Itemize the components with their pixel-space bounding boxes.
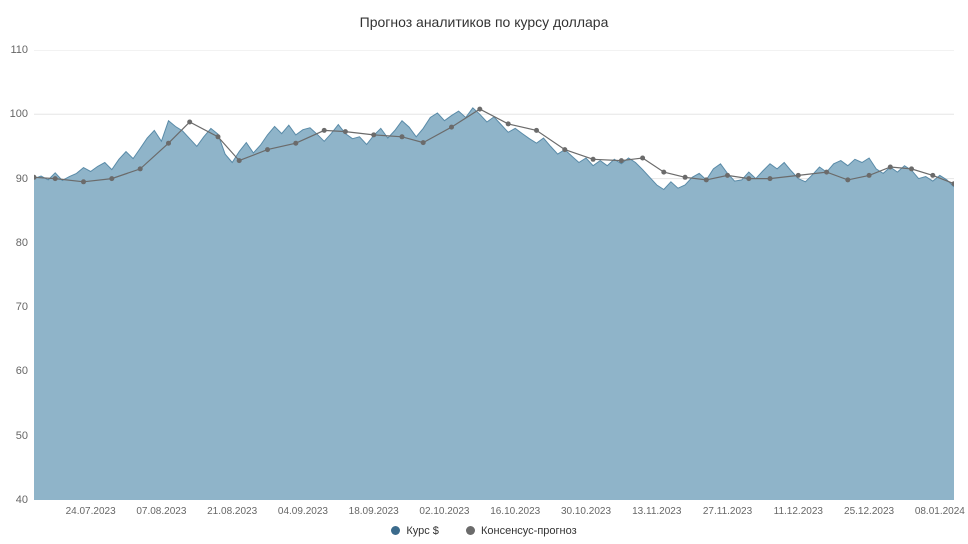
x-tick-label: 04.09.2023 [278, 506, 328, 517]
legend-label-line: Консенсус-прогноз [481, 525, 577, 537]
legend-swatch-line [466, 526, 475, 535]
legend-label-area: Курс $ [406, 525, 439, 537]
x-tick-label: 11.12.2023 [774, 506, 823, 517]
legend-item-area: Курс $ [391, 525, 439, 537]
chart-title: Прогноз аналитиков по курсу доллара [0, 14, 968, 30]
legend: Курс $ Консенсус-прогноз [0, 525, 968, 539]
x-tick-label: 25.12.2023 [844, 506, 894, 517]
y-tick-label: 60 [4, 365, 28, 377]
y-tick-label: 90 [4, 173, 28, 185]
x-tick-label: 21.08.2023 [207, 506, 257, 517]
y-tick-label: 100 [4, 108, 28, 120]
plot-area [34, 50, 954, 500]
x-tick-label: 30.10.2023 [561, 506, 611, 517]
x-tick-label: 16.10.2023 [490, 506, 540, 517]
y-tick-label: 70 [4, 301, 28, 313]
y-tick-label: 50 [4, 430, 28, 442]
x-tick-label: 08.01.2024 [915, 506, 965, 517]
chart-container: Прогноз аналитиков по курсу доллара 40 50… [0, 0, 968, 544]
x-tick-label: 13.11.2023 [632, 506, 681, 517]
y-tick-label: 40 [4, 494, 28, 506]
chart-svg [34, 50, 954, 500]
x-tick-label: 27.11.2023 [703, 506, 752, 517]
x-tick-label: 02.10.2023 [419, 506, 469, 517]
x-tick-label: 18.09.2023 [349, 506, 399, 517]
legend-swatch-area [391, 526, 400, 535]
x-tick-label: 07.08.2023 [136, 506, 186, 517]
legend-item-line: Консенсус-прогноз [466, 525, 577, 537]
y-tick-label: 80 [4, 237, 28, 249]
x-tick-label: 24.07.2023 [66, 506, 116, 517]
y-tick-label: 110 [4, 44, 28, 56]
